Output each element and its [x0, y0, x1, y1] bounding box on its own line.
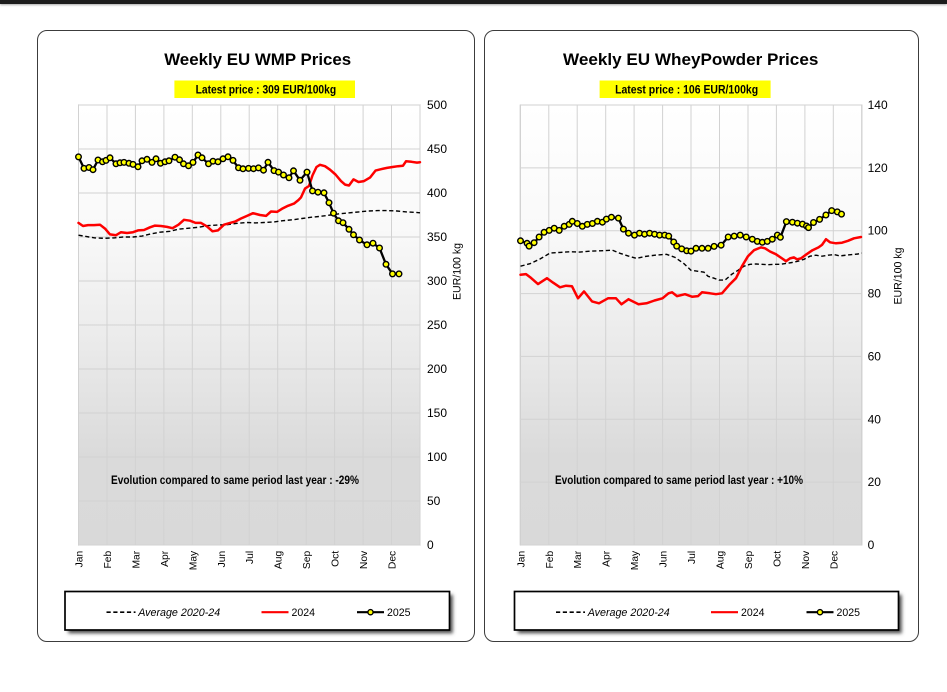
svg-text:350: 350	[427, 230, 447, 244]
svg-text:100: 100	[868, 224, 888, 238]
svg-text:50: 50	[427, 494, 441, 508]
svg-text:May: May	[188, 550, 199, 570]
svg-text:Apr: Apr	[160, 550, 171, 567]
svg-text:100: 100	[427, 450, 447, 464]
svg-text:400: 400	[427, 186, 447, 200]
svg-text:2025: 2025	[837, 607, 861, 619]
svg-text:Weekly EU WheyPowder Prices: Weekly EU WheyPowder Prices	[563, 50, 818, 69]
svg-text:0: 0	[427, 538, 434, 552]
svg-text:Oct: Oct	[772, 551, 783, 567]
svg-text:Aug: Aug	[716, 551, 727, 570]
svg-text:Sep: Sep	[302, 551, 313, 570]
svg-text:Average 2020-24: Average 2020-24	[587, 607, 670, 619]
svg-text:Dec: Dec	[388, 551, 399, 569]
svg-text:Jul: Jul	[245, 551, 256, 564]
svg-text:250: 250	[427, 318, 447, 332]
svg-text:Oct: Oct	[331, 551, 342, 567]
svg-text:Feb: Feb	[103, 551, 114, 569]
svg-text:Mar: Mar	[131, 550, 142, 568]
svg-text:40: 40	[868, 412, 882, 426]
svg-text:450: 450	[427, 142, 447, 156]
svg-text:EUR/100 kg: EUR/100 kg	[452, 243, 464, 300]
svg-text:150: 150	[427, 406, 447, 420]
svg-text:Jun: Jun	[659, 551, 670, 568]
svg-text:Jul: Jul	[687, 551, 698, 564]
svg-text:Nov: Nov	[801, 550, 812, 569]
svg-text:Aug: Aug	[274, 551, 285, 570]
svg-text:EUR/100 kg: EUR/100 kg	[893, 248, 905, 305]
svg-text:60: 60	[868, 349, 882, 363]
svg-text:300: 300	[427, 274, 447, 288]
svg-text:140: 140	[868, 98, 888, 112]
svg-text:Weekly EU WMP Prices: Weekly EU WMP Prices	[164, 50, 351, 69]
svg-text:2025: 2025	[387, 607, 411, 619]
svg-text:Nov: Nov	[359, 550, 370, 569]
svg-text:80: 80	[868, 287, 882, 301]
svg-text:200: 200	[427, 362, 447, 376]
svg-text:Apr: Apr	[602, 550, 613, 567]
svg-text:500: 500	[427, 98, 447, 112]
svg-text:2024: 2024	[741, 607, 765, 619]
svg-text:120: 120	[868, 161, 888, 175]
svg-text:Jan: Jan	[75, 551, 86, 568]
svg-text:Dec: Dec	[829, 551, 840, 569]
svg-text:Latest price : 106 EUR/100kg: Latest price : 106 EUR/100kg	[615, 85, 758, 97]
svg-text:Jan: Jan	[516, 551, 527, 568]
svg-text:Mar: Mar	[573, 550, 584, 568]
svg-text:2024: 2024	[292, 607, 316, 619]
svg-text:Latest price : 309 EUR/100kg: Latest price : 309 EUR/100kg	[196, 85, 337, 97]
svg-text:Evolution compared to same per: Evolution compared to same period last y…	[111, 475, 359, 487]
svg-text:May: May	[630, 550, 641, 570]
svg-text:Feb: Feb	[545, 551, 556, 569]
svg-text:Evolution compared to same per: Evolution compared to same period last y…	[555, 475, 803, 487]
svg-text:0: 0	[868, 538, 875, 552]
svg-text:Jun: Jun	[217, 551, 228, 568]
svg-text:Average 2020-24: Average 2020-24	[137, 607, 220, 619]
svg-text:Sep: Sep	[744, 551, 755, 570]
svg-text:20: 20	[868, 475, 882, 489]
